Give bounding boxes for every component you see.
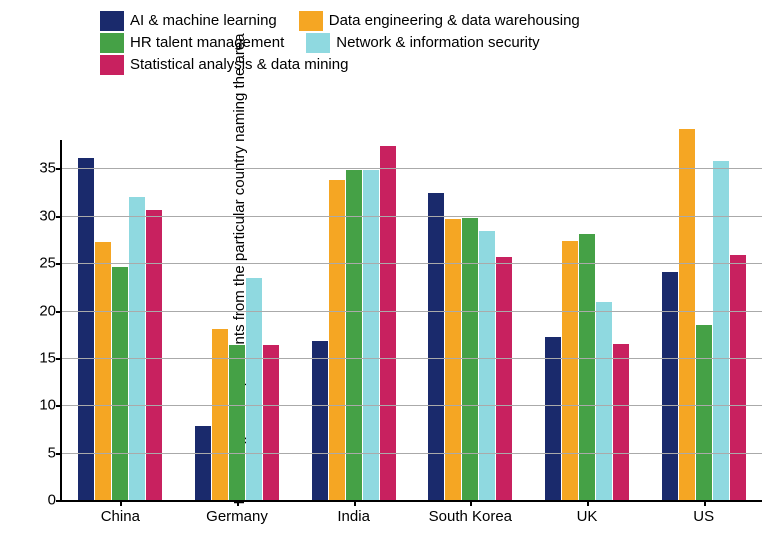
xtick-mark [704, 500, 706, 506]
bar [496, 257, 512, 500]
xtick-mark [120, 500, 122, 506]
legend-label: AI & machine learning [130, 10, 277, 32]
bar [146, 210, 162, 500]
gridline [62, 263, 762, 264]
legend-swatch [100, 33, 124, 53]
ytick-label: 25 [39, 255, 56, 272]
ytick-mark [56, 216, 62, 218]
legend-swatch [299, 11, 323, 31]
ytick-mark [56, 405, 62, 407]
gridline [62, 168, 762, 169]
gridline [62, 311, 762, 312]
gridline [62, 358, 762, 359]
bar [380, 146, 396, 500]
gridline [62, 453, 762, 454]
ytick-mark [56, 263, 62, 265]
bar [545, 337, 561, 500]
ytick-label: 10 [39, 397, 56, 414]
plot-area: 05101520253035ChinaGermanyIndiaSouth Kor… [60, 140, 762, 502]
bars-layer [62, 140, 762, 500]
ytick-label: 15 [39, 349, 56, 366]
bar [479, 231, 495, 500]
xtick-label: UK [577, 508, 598, 525]
gridline [62, 216, 762, 217]
bar [346, 170, 362, 500]
ytick-label: 20 [39, 302, 56, 319]
bar [713, 161, 729, 500]
ytick-label: 30 [39, 207, 56, 224]
legend-label: HR talent management [130, 32, 284, 54]
bar [229, 345, 245, 500]
bar [312, 341, 328, 500]
ytick-mark [56, 311, 62, 313]
xtick-mark [470, 500, 472, 506]
legend-label: Network & information security [336, 32, 539, 54]
chart-container: AI & machine learning Data engineering & … [0, 0, 780, 538]
ytick-mark [56, 453, 62, 455]
bar [78, 158, 94, 500]
bar [679, 129, 695, 500]
legend-item: Network & information security [306, 32, 539, 54]
xtick-label: India [337, 508, 370, 525]
bar [195, 426, 211, 500]
legend-item: HR talent management [100, 32, 284, 54]
bar [613, 344, 629, 500]
legend-swatch [100, 11, 124, 31]
xtick-mark [354, 500, 356, 506]
bar [246, 278, 262, 500]
legend: AI & machine learning Data engineering & … [100, 10, 602, 76]
xtick-mark [237, 500, 239, 506]
xtick-label: South Korea [429, 508, 512, 525]
ytick-label: 35 [39, 160, 56, 177]
bar [730, 255, 746, 500]
bar [263, 345, 279, 500]
legend-item: Statistical analysis & data mining [100, 54, 348, 76]
bar [363, 170, 379, 500]
bar [112, 267, 128, 500]
ytick-mark [56, 358, 62, 360]
legend-item: Data engineering & data warehousing [299, 10, 580, 32]
xtick-label: China [101, 508, 140, 525]
legend-item: AI & machine learning [100, 10, 277, 32]
bar [212, 329, 228, 500]
legend-swatch [100, 55, 124, 75]
gridline [62, 405, 762, 406]
xtick-label: US [693, 508, 714, 525]
ytick-label: 5 [48, 444, 56, 461]
bar [95, 242, 111, 500]
bar [596, 302, 612, 500]
xtick-mark [587, 500, 589, 506]
ytick-mark [56, 500, 62, 502]
bar [562, 241, 578, 500]
bar [579, 234, 595, 500]
bar [445, 219, 461, 500]
bar [129, 197, 145, 500]
ytick-label: 0 [48, 492, 56, 509]
legend-label: Data engineering & data warehousing [329, 10, 580, 32]
bar [428, 193, 444, 500]
ytick-mark [56, 168, 62, 170]
bar [662, 272, 678, 500]
legend-swatch [306, 33, 330, 53]
xtick-label: Germany [206, 508, 268, 525]
bar [696, 325, 712, 500]
